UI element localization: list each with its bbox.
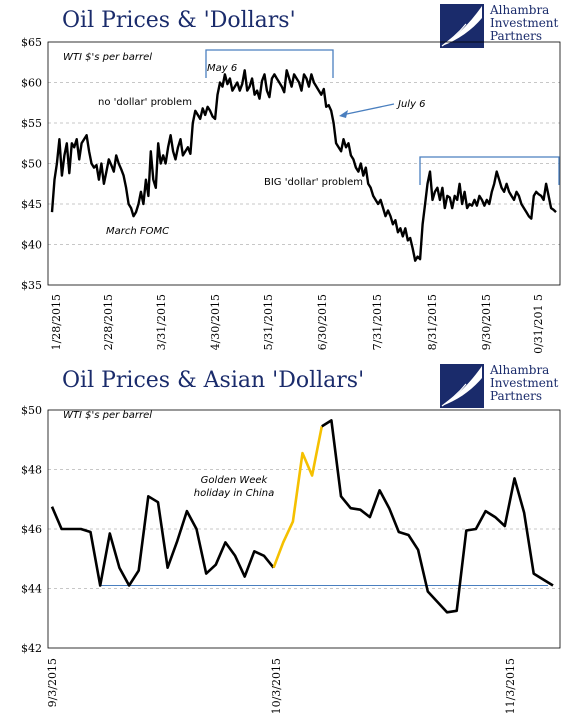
x-tick-label: 10/31/201 5 xyxy=(532,294,545,355)
logo-mark-icon xyxy=(440,364,484,408)
x-tick-label: 3/31/2015 xyxy=(155,294,168,350)
y-tick-label: $35 xyxy=(21,279,42,292)
y-tick-label: $65 xyxy=(21,36,42,49)
x-tick-label: 11/3/2015 xyxy=(504,658,517,714)
annotation-arrow xyxy=(341,103,395,116)
logo-mark-icon xyxy=(440,4,484,48)
y-tick-label: $44 xyxy=(21,583,42,596)
y-tick-label: $60 xyxy=(21,77,42,90)
chart-panel-oil-asian-dollars: Oil Prices & Asian 'Dollars' Alhambra In… xyxy=(0,360,577,721)
x-tick-label: 5/31/2015 xyxy=(262,294,275,350)
x-tick-label: 9/30/2015 xyxy=(480,294,493,350)
chart-1-svg: $35 $40 $45 $50 $55 $60 $65 1/28/2015 2/28/2015 3… xyxy=(21,36,561,355)
chart-panel-oil-dollars: Oil Prices & 'Dollars' Alhambra Investme… xyxy=(0,0,577,355)
y-tick-label: $50 xyxy=(21,158,42,171)
annotation-golden-week-line-1: Golden Week xyxy=(201,475,269,486)
series-line-1 xyxy=(272,426,324,569)
x-tick-label: 9/3/2015 xyxy=(46,658,59,707)
annotation-golden-week-line-2: holiday in China xyxy=(194,488,274,499)
series-line-wti xyxy=(50,69,557,262)
x-tick-label: 10/3/2015 xyxy=(270,658,283,714)
x-tick-label: 8/31/2015 xyxy=(426,294,439,350)
annotation-march-fomc: March FOMC xyxy=(106,226,169,237)
series-line-0 xyxy=(50,495,275,587)
alhambra-logo: Alhambra Investment Partners xyxy=(440,4,575,48)
annotation-arrow-head xyxy=(339,110,348,118)
x-tick-label: 7/31/2015 xyxy=(371,294,384,350)
annotation-may-6: May 6 xyxy=(207,63,237,74)
bracket-may-july xyxy=(205,49,334,78)
y-tick-label: $40 xyxy=(21,239,42,252)
y-tick-label: $42 xyxy=(21,642,42,655)
y-tick-label: $48 xyxy=(21,464,42,477)
chart-title: Oil Prices & 'Dollars' xyxy=(62,8,296,33)
logo-line-1: Alhambra xyxy=(490,3,550,17)
x-tick-label: 2/28/2015 xyxy=(102,294,115,350)
logo-line-1: Alhambra xyxy=(490,363,550,377)
y-tick-label: $50 xyxy=(21,404,42,417)
plot-frame xyxy=(47,409,561,649)
alhambra-logo: Alhambra Investment Partners xyxy=(440,364,575,408)
unit-label: WTI $'s per barrel xyxy=(63,410,152,421)
x-tick-label: 6/30/2015 xyxy=(316,294,329,350)
chart-title: Oil Prices & Asian 'Dollars' xyxy=(62,368,365,393)
annotation-july-6: July 6 xyxy=(396,99,426,110)
annotation-big-dollar-problem: BIG 'dollar' problem xyxy=(264,177,363,188)
x-tick-label: 1/28/2015 xyxy=(50,294,63,350)
series-line-2 xyxy=(321,419,554,614)
logo-line-2: Investment xyxy=(490,16,559,30)
annotation-no-dollar-problem: no 'dollar' problem xyxy=(98,97,192,108)
logo-line-3: Partners xyxy=(490,389,542,403)
logo-line-2: Investment xyxy=(490,376,559,390)
chart-2-svg: $42 $44 $46 $48 $50 9/3/2015 10/3/2015 11/3/201… xyxy=(21,404,561,714)
x-tick-label: 4/30/2015 xyxy=(209,294,222,350)
unit-label: WTI $'s per barrel xyxy=(63,52,152,63)
plot-frame xyxy=(47,41,561,286)
y-tick-label: $55 xyxy=(21,117,42,130)
bracket-big-dollar xyxy=(419,156,560,185)
y-tick-label: $45 xyxy=(21,198,42,211)
y-tick-label: $46 xyxy=(21,523,42,536)
logo-line-3: Partners xyxy=(490,29,542,43)
